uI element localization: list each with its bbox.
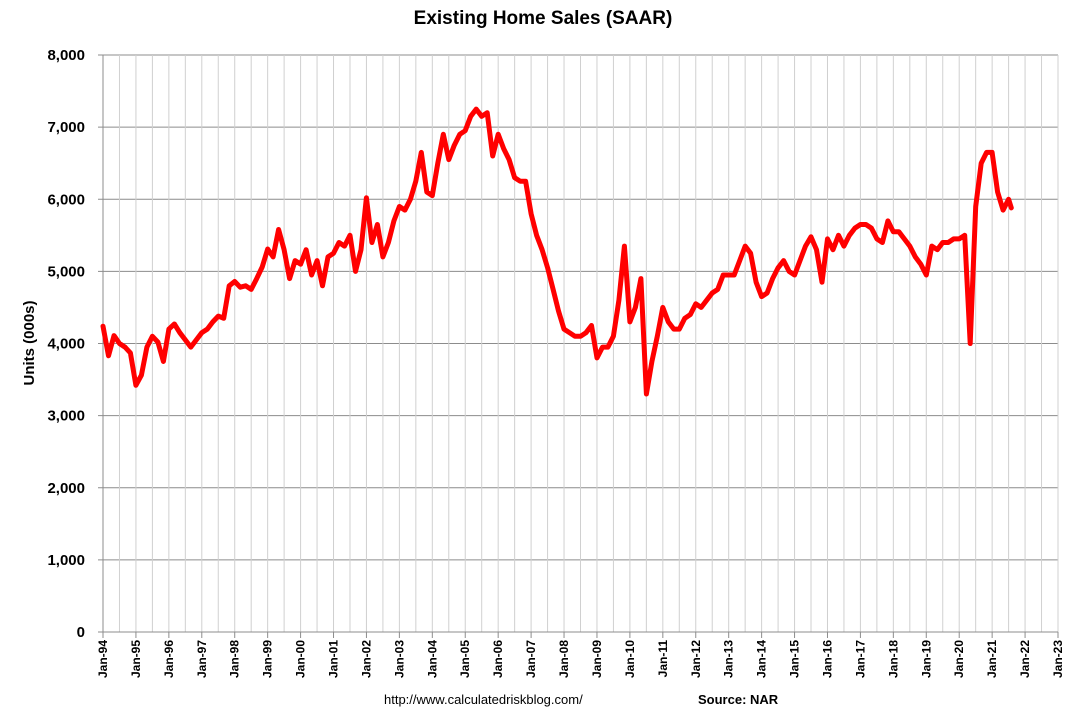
y-tick-label: 2,000: [47, 480, 85, 497]
x-tick-label: Jan-11: [656, 640, 670, 678]
x-tick-label: Jan-98: [228, 640, 242, 678]
x-tick-label: Jan-15: [788, 640, 802, 678]
y-tick-label: 7,000: [47, 119, 85, 136]
x-tick-label: Jan-22: [1018, 640, 1032, 678]
x-tick-label: Jan-12: [689, 640, 703, 678]
y-tick-label: 8,000: [47, 47, 85, 64]
y-tick-label: 5,000: [47, 263, 85, 280]
y-tick-label: 6,000: [47, 191, 85, 208]
x-tick-label: Jan-01: [327, 640, 341, 678]
x-tick-label: Jan-02: [359, 640, 373, 678]
x-tick-label: Jan-23: [1051, 640, 1065, 678]
x-tick-label: Jan-97: [195, 640, 209, 678]
x-tick-label: Jan-07: [524, 640, 538, 678]
x-tick-label: Jan-17: [853, 640, 867, 678]
x-tick-label: Jan-16: [820, 640, 834, 678]
x-tick-label: Jan-99: [261, 640, 275, 678]
chart-title: Existing Home Sales (SAAR): [414, 8, 673, 29]
y-axis-label: Units (000s): [21, 300, 38, 385]
x-tick-label: Jan-06: [491, 640, 505, 678]
y-tick-label: 3,000: [47, 408, 85, 425]
x-tick-label: Jan-05: [458, 640, 472, 678]
x-tick-label: Jan-14: [755, 640, 769, 678]
x-tick-label: Jan-10: [623, 640, 637, 678]
y-tick-label: 0: [77, 624, 85, 641]
x-tick-label: Jan-03: [392, 640, 406, 678]
x-tick-label: Jan-09: [590, 640, 604, 678]
grid-lines: [102, 54, 1059, 633]
x-axis: Jan-94 Jan-95 Jan-96 Jan-97 Jan-98 Jan-99 Jan-…: [96, 632, 1065, 678]
y-tick-label: 1,000: [47, 552, 85, 569]
series-line: [100, 106, 1014, 397]
x-tick-label: Jan-08: [557, 640, 571, 678]
x-tick-label: Jan-95: [129, 640, 143, 678]
x-tick-label: Jan-00: [294, 640, 308, 678]
y-axis: 0 1,000 2,000 3,000 4,000 5,000 6,000 7,000 8,00…: [47, 47, 103, 641]
source-url[interactable]: http://www.calculatedriskblog.com/: [384, 692, 583, 707]
x-tick-label: Jan-96: [162, 640, 176, 678]
x-tick-label: Jan-21: [985, 640, 999, 678]
x-tick-label: Jan-19: [919, 640, 933, 678]
y-tick-label: 4,000: [47, 336, 85, 353]
x-tick-label: Jan-94: [96, 640, 110, 678]
series-group: [100, 106, 1014, 397]
x-tick-label: Jan-13: [722, 640, 736, 678]
x-tick-label: Jan-20: [952, 640, 966, 678]
source-label: Source: NAR: [698, 692, 779, 707]
x-tick-label: Jan-04: [425, 640, 439, 678]
x-tick-label: Jan-18: [886, 640, 900, 678]
